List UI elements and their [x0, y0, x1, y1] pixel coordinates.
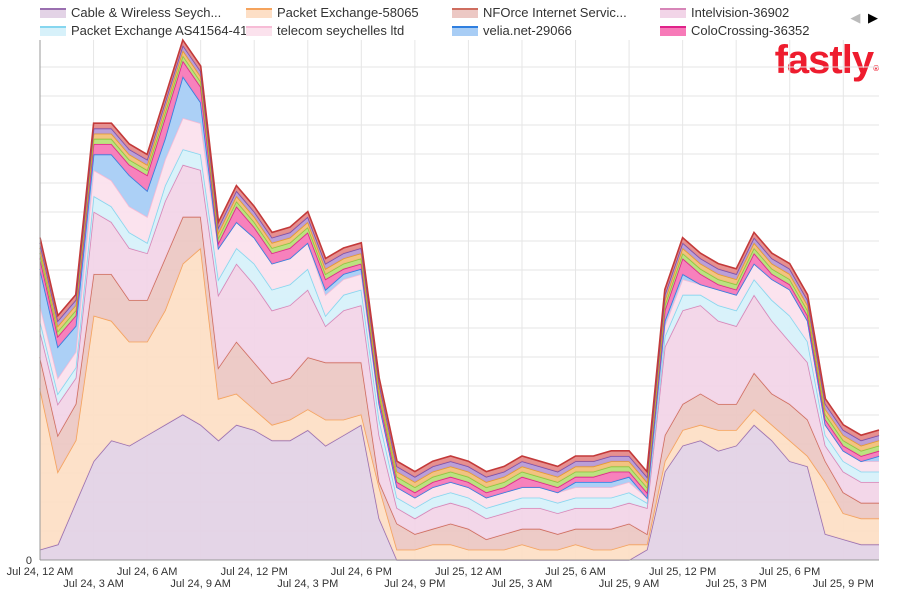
x-tick-label: Jul 24, 9 AM	[170, 578, 231, 590]
legend-next-arrow-icon[interactable]: ▶	[868, 10, 878, 25]
series-areas	[39, 38, 880, 561]
fastly-logo: fastly®	[774, 38, 879, 82]
legend-item[interactable]: telecom seychelles ltd	[246, 22, 404, 39]
legend-swatch	[660, 7, 686, 18]
legend-item[interactable]: Intelvision-36902	[660, 4, 789, 21]
legend-label: Cable & Wireless Seych...	[71, 5, 222, 20]
legend-item[interactable]: Packet Exchange AS41564-41564	[40, 22, 269, 39]
legend-swatch	[452, 7, 478, 18]
legend-item[interactable]: NFOrce Internet Servic...	[452, 4, 627, 21]
legend-prev-arrow-icon: ◀	[850, 10, 861, 25]
legend-pager: ◀ ▶	[850, 10, 878, 26]
legend-swatch	[452, 25, 478, 36]
series-area-0	[40, 414, 879, 560]
legend-swatch	[40, 25, 66, 36]
x-tick-label: Jul 25, 6 AM	[545, 566, 606, 578]
legend-swatch	[246, 25, 272, 36]
series-area-1	[40, 248, 879, 560]
series-area-3	[40, 164, 879, 540]
chart-legend: Cable & Wireless Seych... Packet Exchange…	[40, 4, 870, 40]
x-tick-label: Jul 24, 6 PM	[331, 566, 392, 578]
legend-item[interactable]: ColoCrossing-36352	[660, 22, 810, 39]
legend-item[interactable]: Packet Exchange-58065	[246, 4, 419, 21]
x-tick-label: Jul 24, 6 AM	[117, 566, 178, 578]
legend-label: telecom seychelles ltd	[277, 23, 405, 38]
legend-swatch	[246, 7, 272, 18]
legend-label: velia.net-29066	[483, 23, 572, 38]
legend-item[interactable]: Cable & Wireless Seych...	[40, 4, 221, 21]
x-tick-label: Jul 25, 9 AM	[599, 578, 660, 590]
legend-swatch	[660, 25, 686, 36]
legend-swatch	[40, 7, 66, 18]
series-line-11	[39, 38, 880, 474]
x-tick-label: Jul 25, 6 PM	[759, 566, 820, 578]
legend-label: ColoCrossing-36352	[691, 23, 810, 38]
x-tick-label: Jul 24, 12 AM	[7, 566, 74, 578]
x-tick-label: Jul 25, 12 AM	[435, 566, 502, 578]
x-tick-label: Jul 25, 3 AM	[492, 578, 553, 590]
x-tick-label: Jul 25, 3 PM	[706, 578, 767, 590]
legend-label: NFOrce Internet Servic...	[483, 5, 627, 20]
legend-item[interactable]: velia.net-29066	[452, 22, 572, 39]
x-tick-label: Jul 24, 3 PM	[277, 578, 338, 590]
legend-label: Packet Exchange-58065	[277, 5, 419, 20]
x-tick-label: Jul 24, 9 PM	[384, 578, 445, 590]
y-tick-label: 0	[26, 555, 32, 567]
legend-label: Intelvision-36902	[691, 5, 790, 20]
x-tick-label: Jul 24, 12 PM	[221, 566, 288, 578]
x-tick-label: Jul 25, 12 PM	[649, 566, 716, 578]
legend-label: Packet Exchange AS41564-41564	[71, 23, 270, 38]
logo-text: fastly	[774, 38, 874, 82]
x-tick-label: Jul 24, 3 AM	[63, 578, 124, 590]
x-tick-label: Jul 25, 9 PM	[813, 578, 874, 590]
